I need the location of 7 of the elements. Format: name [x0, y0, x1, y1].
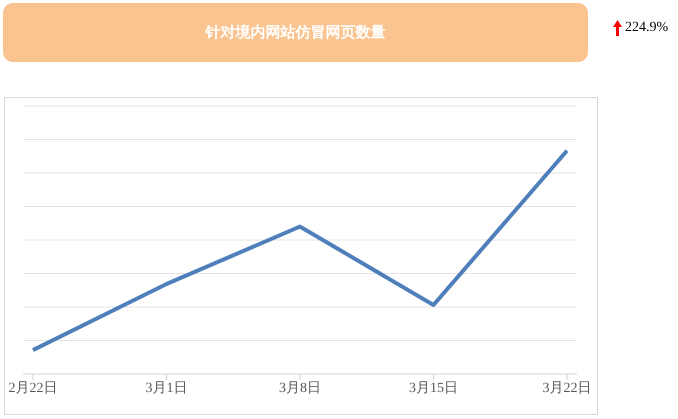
x-tick-label: 3月15日 [409, 380, 458, 396]
x-tick-label: 3月1日 [146, 380, 188, 396]
chart-title: 针对境内网站仿冒网页数量 [206, 23, 386, 42]
text: 224.9% [625, 20, 668, 36]
x-tick-label: 3月22日 [542, 380, 592, 396]
x-tick-label: 3月8日 [279, 380, 321, 396]
x-tick-label: 2月22日 [8, 380, 58, 396]
